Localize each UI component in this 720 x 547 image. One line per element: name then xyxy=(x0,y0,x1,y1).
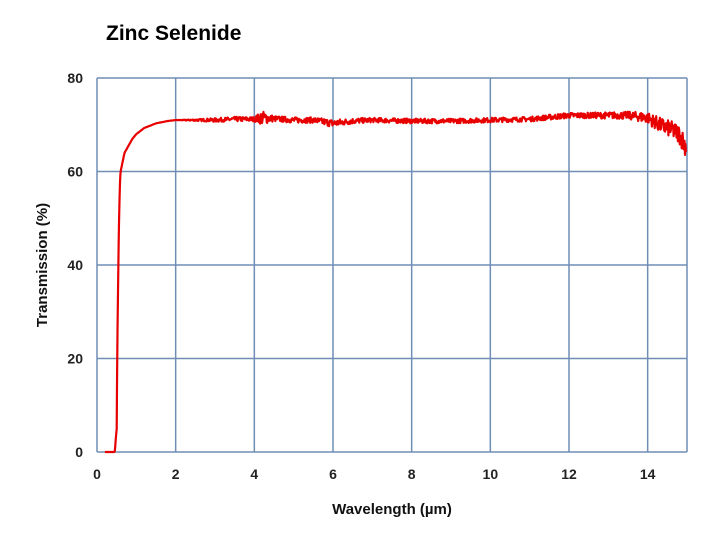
y-tick-label: 20 xyxy=(67,351,83,367)
x-tick-label: 0 xyxy=(93,466,101,482)
y-tick-label: 0 xyxy=(75,444,83,460)
y-tick-label: 80 xyxy=(67,70,83,86)
transmission-line xyxy=(104,110,688,454)
y-axis-label: Transmission (%) xyxy=(34,203,51,327)
x-tick-label: 6 xyxy=(329,466,337,482)
x-tick-label: 4 xyxy=(250,466,258,482)
x-tick-label: 8 xyxy=(408,466,416,482)
x-tick-label: 2 xyxy=(172,466,180,482)
chart-title: Zinc Selenide xyxy=(106,22,242,45)
y-tick-label: 40 xyxy=(67,257,83,273)
y-tick-label: 60 xyxy=(67,164,83,180)
x-tick-label: 14 xyxy=(640,466,656,482)
x-tick-label: 10 xyxy=(483,466,499,482)
x-tick-label: 12 xyxy=(561,466,577,482)
x-axis-label: Wavelength (µm) xyxy=(332,501,452,518)
